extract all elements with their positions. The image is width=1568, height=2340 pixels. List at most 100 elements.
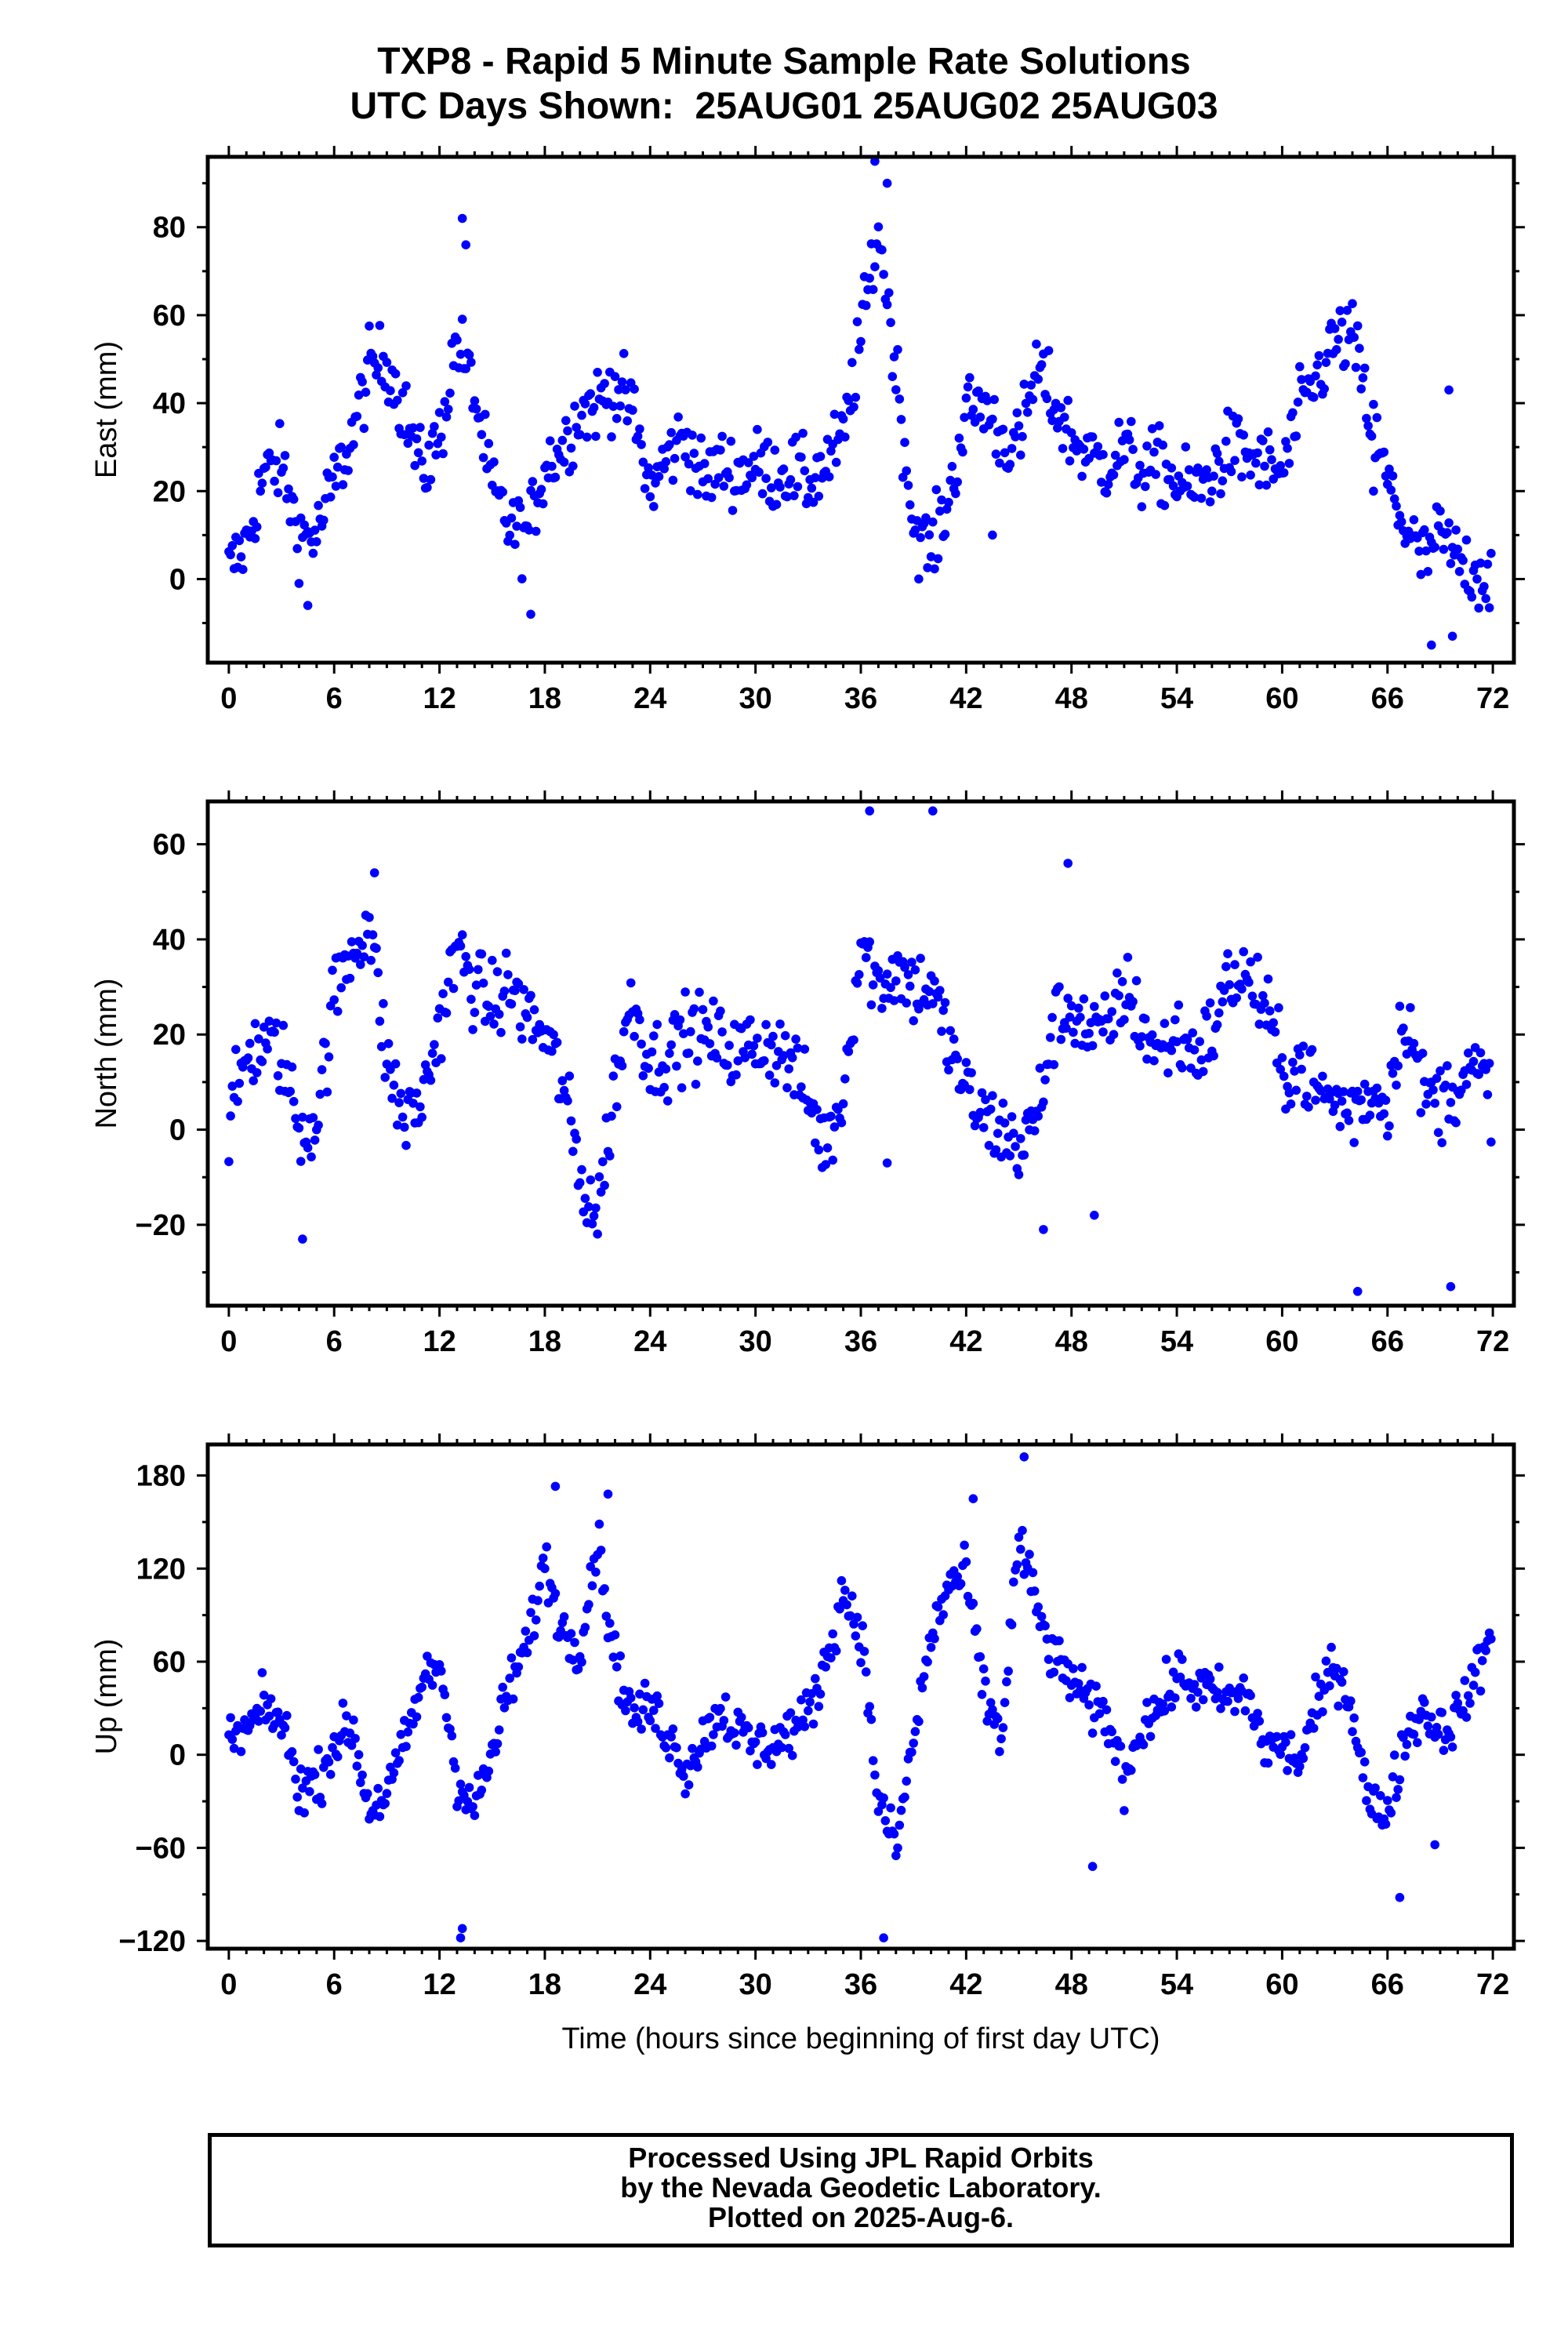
data-point <box>1012 408 1022 418</box>
data-point <box>1246 1691 1255 1700</box>
data-point <box>226 550 235 560</box>
data-point <box>396 1088 406 1099</box>
data-point <box>784 1743 793 1753</box>
data-point <box>988 1705 997 1714</box>
data-point <box>278 1020 289 1030</box>
data-point <box>1207 486 1217 496</box>
data-point <box>1253 1709 1262 1718</box>
data-point <box>1087 1041 1098 1051</box>
data-point <box>645 1716 655 1725</box>
data-point <box>681 987 690 997</box>
outlier-point <box>456 1933 466 1942</box>
y-tick-label: 0 <box>169 1739 186 1772</box>
data-point <box>1128 997 1138 1007</box>
data-point <box>684 1048 694 1058</box>
data-point <box>1367 431 1377 441</box>
data-point <box>767 483 776 492</box>
data-point <box>686 486 695 496</box>
data-point <box>305 1786 314 1797</box>
data-point <box>621 385 630 394</box>
data-point <box>856 336 866 347</box>
data-point <box>1196 1055 1207 1065</box>
data-point <box>332 1752 343 1761</box>
data-point <box>855 344 864 354</box>
data-point <box>1029 1586 1040 1596</box>
data-point <box>610 372 620 382</box>
data-point <box>924 987 935 997</box>
data-point <box>1464 1691 1473 1701</box>
data-point <box>886 318 895 328</box>
data-point <box>343 466 353 475</box>
data-point <box>397 1112 408 1122</box>
data-point <box>1362 1796 1371 1805</box>
data-point <box>227 1081 238 1091</box>
data-point <box>768 1031 778 1041</box>
data-point <box>861 1667 871 1677</box>
data-point <box>1047 416 1057 426</box>
data-point <box>1044 346 1054 355</box>
data-point <box>226 1713 235 1723</box>
data-point <box>471 404 481 414</box>
outlier-point <box>865 806 874 816</box>
data-point <box>779 1051 789 1060</box>
data-point <box>358 377 367 387</box>
data-point <box>716 445 725 455</box>
data-point <box>1098 1696 1108 1706</box>
data-point <box>903 481 913 490</box>
data-point <box>1016 450 1025 460</box>
data-point <box>740 1053 750 1063</box>
data-point <box>1451 1691 1461 1700</box>
data-point <box>1261 480 1272 490</box>
data-point <box>481 409 490 420</box>
outlier-point <box>870 157 880 166</box>
data-point <box>800 466 810 476</box>
data-point <box>506 999 517 1009</box>
data-point <box>289 494 299 504</box>
x-tick-label: 66 <box>1371 682 1404 715</box>
data-point <box>608 1071 619 1081</box>
data-point <box>1167 1045 1177 1056</box>
data-point <box>352 1761 362 1771</box>
data-point <box>651 1724 660 1733</box>
data-point <box>1433 1128 1443 1137</box>
data-point <box>1393 1061 1403 1070</box>
data-point <box>1346 1696 1356 1706</box>
data-point <box>1100 991 1110 1001</box>
data-point <box>317 1799 327 1808</box>
data-point <box>688 431 697 440</box>
data-point <box>903 970 913 979</box>
data-point <box>1453 1699 1463 1708</box>
data-point <box>808 497 818 507</box>
data-point <box>968 405 978 414</box>
data-point <box>1327 1642 1336 1652</box>
data-point <box>1437 1708 1446 1717</box>
data-point <box>499 987 510 996</box>
data-point <box>289 1096 299 1106</box>
data-point <box>886 983 895 993</box>
data-point <box>1002 1677 1011 1687</box>
x-tick-label: 6 <box>326 1325 343 1358</box>
data-point <box>538 1553 548 1563</box>
data-point <box>438 989 448 998</box>
data-point <box>1005 460 1015 469</box>
data-point <box>1464 1048 1473 1058</box>
data-point <box>993 1713 1003 1724</box>
data-point <box>434 408 445 417</box>
data-point <box>937 495 946 505</box>
data-point <box>753 1760 762 1769</box>
data-point <box>1196 493 1207 503</box>
data-point <box>942 504 952 514</box>
data-point <box>1409 1729 1419 1739</box>
data-point <box>401 1742 411 1751</box>
data-point <box>1142 441 1152 451</box>
data-point <box>1337 1677 1347 1687</box>
data-point <box>1379 1109 1389 1119</box>
data-point <box>1120 455 1129 464</box>
data-point <box>1465 1699 1475 1708</box>
data-point <box>848 1591 857 1601</box>
data-point <box>1036 360 1047 369</box>
data-point <box>873 1807 884 1816</box>
data-point <box>372 943 381 954</box>
data-point <box>1348 299 1357 309</box>
